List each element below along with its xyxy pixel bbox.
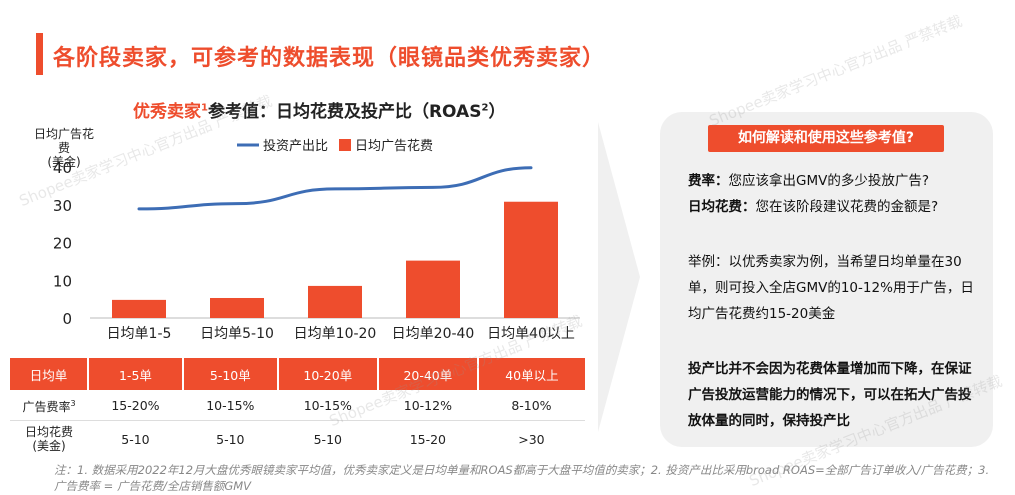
bar-line-chart: 0 10 20 30 40 日均单1-5 日均单5-10 日均单10-20 日均单20-40 日均… xyxy=(53,138,580,342)
bar xyxy=(406,260,460,318)
table-row-daily-spend: 日均花费 (美金) 5-10 5-10 5-10 15-20 >30 xyxy=(10,421,585,458)
y-tick-label: 0 xyxy=(62,310,72,328)
legend-bar-swatch xyxy=(339,139,351,151)
table-header-cell: 10-20单 xyxy=(277,358,379,390)
table-cell: 15-20% xyxy=(88,390,183,421)
table-cell: 5-10 xyxy=(121,431,150,447)
y-axis-label-line2: (美金) xyxy=(47,155,81,169)
y-tick-label: 20 xyxy=(53,235,72,253)
line-point xyxy=(334,188,336,190)
panel-line-spend: 日均花费：您在该阶段建议花费的金额是? xyxy=(688,194,983,220)
table-header-cell: 5-10单 xyxy=(182,358,279,390)
bar xyxy=(112,299,166,318)
table-header-row: 日均单 1-5单 5-10单 10-20单 20-40单 40单以上 xyxy=(10,358,585,390)
y-tick-label: 10 xyxy=(53,272,72,290)
bar xyxy=(308,285,362,318)
x-tick-label: 日均单5-10 xyxy=(200,326,274,342)
line-point xyxy=(432,186,434,188)
bar xyxy=(210,297,264,318)
table-row-ad-rate: 广告费率3 15-20% 10-15% 10-15% 10-12% 8-10% xyxy=(10,390,585,421)
chart-title-rest: 参考值：日均花费及投产比（ROAS xyxy=(207,102,482,122)
chart-title-highlight: 优秀卖家 xyxy=(133,102,201,122)
table-cell: >30 xyxy=(518,431,545,447)
series-line xyxy=(137,166,533,211)
table-cell: 10-15% xyxy=(277,390,378,421)
line-point xyxy=(138,208,140,210)
panel-line-spend-text: 您在该阶段建议花费的金额是? xyxy=(755,199,939,215)
panel-header: 如何解读和使用这些参考值? xyxy=(708,125,944,152)
chart-title: 优秀卖家1参考值：日均花费及投产比（ROAS2） xyxy=(133,97,505,122)
table-header-cell: 1-5单 xyxy=(88,358,184,390)
y-tick-label: 40 xyxy=(53,159,72,177)
x-tick-label: 日均单40以上 xyxy=(487,326,575,342)
x-tick-label: 日均单1-5 xyxy=(107,326,172,342)
explanation-panel xyxy=(660,112,993,447)
data-table: 日均单 1-5单 5-10单 10-20单 20-40单 40单以上 广告费率3… xyxy=(10,358,585,457)
row-label-sup: 3 xyxy=(70,398,76,408)
chart-title-sup: 1 xyxy=(201,102,208,114)
chart-title-rest-sup: 2 xyxy=(481,102,489,114)
row-label-line1: 日均花费 xyxy=(24,425,73,439)
panel-line-spend-bold: 日均花费： xyxy=(688,199,756,215)
panel-line-rate: 费率：您应该拿出GMV的多少投放广告? xyxy=(688,168,983,194)
table-cell: 10-15% xyxy=(182,390,278,421)
bar xyxy=(504,201,558,318)
chart-title-end: ） xyxy=(488,102,506,122)
footnote: 注：1. 数据采用2022年12月大盘优秀眼镜卖家平均值，优秀卖家定义是日均单量… xyxy=(54,463,990,493)
x-tick-label: 日均单10-20 xyxy=(294,326,377,342)
panel-line-rate-bold: 费率： xyxy=(688,173,729,189)
legend-line-label: 投资产出比 xyxy=(263,138,328,154)
title-accent-bar xyxy=(36,33,43,75)
line-point xyxy=(530,167,532,169)
table-cell: 5-10 xyxy=(216,431,245,447)
legend-bar-label: 日均广告花费 xyxy=(355,138,433,154)
x-tick-label: 日均单20-40 xyxy=(392,326,475,342)
table-cell: 15-20 xyxy=(409,431,447,447)
table-row-header: 广告费率3 xyxy=(10,390,88,421)
table-cell: 8-10% xyxy=(477,390,585,421)
table-cell: 5-10 xyxy=(313,431,342,447)
row-label: 广告费率 xyxy=(22,399,71,414)
arrow-chevron xyxy=(598,122,640,432)
y-axis-label: 日均广告花费 (美金) xyxy=(33,127,95,169)
table-cell: 10-12% xyxy=(377,390,478,421)
page-title: 各阶段卖家，可参考的数据表现（眼镜品类优秀卖家） xyxy=(53,46,606,71)
panel-line-rate-text: 您应该拿出GMV的多少投放广告? xyxy=(728,173,930,189)
line-point xyxy=(236,203,238,205)
panel-example: 举例：以优秀卖家为例，当希望日均单量在30单，则可投入全店GMV的10-12%用… xyxy=(688,254,974,322)
table-row-header: 日均花费 (美金) xyxy=(10,421,88,458)
y-tick-label: 30 xyxy=(53,197,72,215)
table-header-cell: 日均单 xyxy=(10,358,89,390)
table-header-cell: 40单以上 xyxy=(477,358,585,390)
row-label-line2: (美金) xyxy=(32,439,66,453)
y-axis-label-line1: 日均广告花费 xyxy=(33,127,94,155)
table-header-cell: 20-40单 xyxy=(377,358,479,390)
panel-conclusion: 投产比并不会因为花费体量增加而下降，在保证广告投放运营能力的情况下，可以在拓大广… xyxy=(688,361,972,429)
